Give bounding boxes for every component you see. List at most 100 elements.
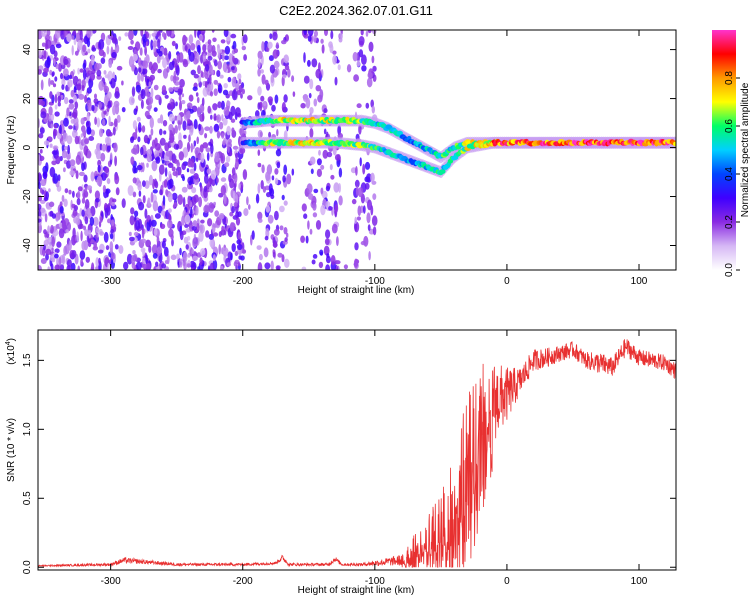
- spectrogram-noise-blob: [222, 140, 226, 146]
- spectrogram-noise-blob: [45, 191, 49, 200]
- spectrogram-noise-blob: [66, 135, 73, 145]
- spectrogram-noise-blob: [191, 249, 195, 255]
- spectrogram-noise-blob: [209, 238, 214, 248]
- spectrogram-noise-blob: [103, 85, 110, 93]
- spectrogram-noise-blob: [68, 240, 72, 251]
- spectrogram-noise-blob: [85, 77, 89, 84]
- spectrogram-noise-blob: [270, 260, 274, 270]
- spectrogram-noise-blob: [222, 61, 228, 73]
- spectrogram-noise-blob: [208, 74, 212, 85]
- spectrogram-noise-blob: [106, 189, 109, 198]
- spectrogram-noise-blob: [163, 130, 167, 135]
- spectrogram-noise-blob: [231, 167, 236, 176]
- spectrogram-noise-blob: [212, 103, 218, 111]
- spectrogram-noise-blob: [214, 210, 220, 217]
- spectrogram-noise-blob: [161, 159, 165, 164]
- spectrogram-noise-blob: [261, 41, 265, 53]
- spectrogram-noise-blob: [126, 253, 133, 265]
- spectrogram-noise-blob: [109, 241, 114, 252]
- spectrogram-noise-blob: [107, 131, 113, 137]
- spectrogram-noise-blob: [257, 218, 263, 223]
- spectrogram-noise-blob: [267, 41, 273, 49]
- spectrogram-noise-blob: [182, 147, 189, 158]
- spectrogram-noise-blob: [331, 223, 338, 234]
- spectrogram-noise-blob: [109, 152, 113, 160]
- spectrogram-noise-blob: [142, 60, 146, 67]
- spectrogram-noise-blob: [40, 258, 47, 264]
- spectrogram-noise-blob: [366, 77, 373, 88]
- spectrogram-noise-blob: [148, 103, 152, 110]
- spectrogram-noise-blob: [91, 47, 97, 52]
- spectrogram-noise-blob: [66, 154, 71, 160]
- spectrogram-noise-blob: [48, 201, 55, 208]
- spectrogram-noise-blob: [217, 83, 223, 94]
- spectrogram-noise-blob: [211, 45, 216, 54]
- spectrogram-noise-blob: [54, 76, 58, 82]
- spectrogram-noise-blob: [237, 73, 242, 80]
- spectrogram-noise-blob: [64, 188, 69, 194]
- spectrogram-noise-blob: [267, 96, 273, 104]
- spectrogram-noise-blob: [211, 30, 215, 33]
- spectrogram-noise-blob: [216, 130, 221, 139]
- spectrogram-noise-blob: [58, 256, 62, 267]
- spectrogram-noise-blob: [73, 86, 77, 93]
- spectrogram-noise-blob: [81, 209, 85, 217]
- spectrogram-noise-blob: [58, 222, 63, 228]
- spectrogram-noise-blob: [337, 125, 342, 136]
- spectrogram-noise-blob: [360, 240, 367, 246]
- spectrogram-noise-blob: [83, 225, 87, 231]
- spectrogram-noise-blob: [67, 144, 70, 155]
- spectrogram-noise-blob: [190, 43, 196, 51]
- spectrogram-noise-blob: [323, 245, 330, 256]
- spectrogram-frame: [37, 29, 677, 271]
- spectrogram-noise-blob: [175, 43, 179, 50]
- spectrogram-noise-blob: [178, 132, 182, 143]
- spectrogram-noise-blob: [127, 46, 134, 50]
- spectrogram-noise-blob: [366, 212, 371, 224]
- spectrogram-noise-blob: [53, 58, 56, 66]
- spectrogram-noise-blob: [264, 262, 271, 270]
- spectrogram-noise-blob: [205, 147, 211, 153]
- spectrogram-noise-blob: [265, 171, 271, 182]
- spectrogram-noise-blob: [257, 183, 261, 194]
- spectrogram-noise-blob: [82, 62, 87, 70]
- spectrogram-noise-blob: [144, 208, 148, 219]
- spectrogram-noise-blob: [309, 228, 313, 235]
- spectrogram-noise-blob: [49, 80, 55, 85]
- spectrogram-noise-blob: [137, 122, 142, 133]
- spectrogram-x-tick-label: 100: [631, 276, 648, 287]
- spectrogram-noise-blob: [233, 261, 238, 267]
- spectrogram-noise-blob: [217, 44, 221, 54]
- spectrogram-noise-blob: [49, 69, 53, 76]
- spectrogram-noise-blob: [248, 204, 251, 210]
- spectrogram-noise-blob: [198, 123, 201, 132]
- spectrogram-noise-blob: [63, 167, 66, 173]
- spectrogram-noise-blob: [131, 86, 136, 97]
- spectrogram-noise-blob: [197, 65, 201, 75]
- spectrogram-noise-blob: [202, 142, 209, 149]
- spectrogram-noise-blob: [332, 50, 337, 55]
- spectrogram-noise-blob: [187, 195, 191, 206]
- spectrogram-noise-blob: [91, 262, 95, 270]
- spectrogram-noise-blob: [140, 88, 146, 100]
- spectrogram-noise-blob: [43, 229, 47, 235]
- spectrogram-noise-blob: [217, 60, 222, 70]
- spectrogram-noise-blob: [207, 55, 213, 61]
- spectrogram-noise-blob: [308, 92, 312, 99]
- spectrogram-noise-blob: [283, 164, 288, 175]
- spectrogram-noise-blob: [226, 100, 231, 107]
- spectrogram-noise-blob: [156, 31, 161, 37]
- spectrogram-noise-blob: [302, 93, 309, 102]
- spectrogram-noise-blob: [195, 92, 199, 97]
- spectrogram-noise-blob: [220, 177, 227, 182]
- spectrogram-noise-blob: [171, 40, 176, 47]
- spectrogram-noise-blob: [282, 74, 287, 79]
- spectrogram-noise-blob: [232, 190, 236, 201]
- spectrogram-noise-blob: [286, 173, 292, 185]
- spectrogram-noise-blob: [86, 126, 92, 135]
- spectrogram-noise-blob: [354, 179, 360, 188]
- spectrogram-noise-blob: [73, 205, 78, 211]
- spectrogram-noise-blob: [325, 255, 331, 264]
- spectrogram-noise-blob: [228, 111, 233, 120]
- snr-x-tick-label: 0: [504, 576, 510, 587]
